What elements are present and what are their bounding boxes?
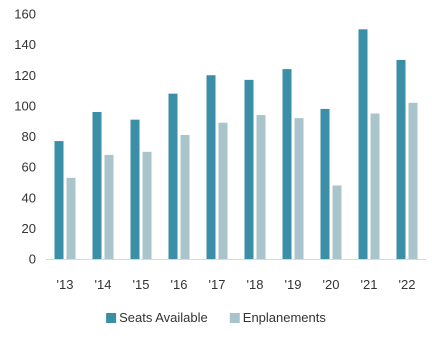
bar-seats-available: [282, 69, 292, 259]
legend-label: Seats Available: [119, 310, 208, 325]
y-tick-label: 60: [22, 160, 36, 175]
x-tick-label: '13: [57, 277, 74, 292]
bar-enplanements: [256, 115, 266, 259]
bar-seats-available: [244, 79, 254, 259]
bar-seats-available: [358, 29, 368, 259]
legend-label: Enplanements: [243, 310, 327, 325]
x-tick-label: '15: [133, 277, 150, 292]
bar-enplanements: [218, 122, 228, 259]
x-tick-label: '21: [361, 277, 378, 292]
y-tick-label: 160: [14, 7, 36, 22]
bar-enplanements: [104, 154, 114, 259]
bar-enplanements: [66, 177, 76, 259]
legend-item: Enplanements: [229, 310, 327, 325]
y-tick-label: 120: [14, 68, 36, 83]
legend-swatch: [229, 313, 240, 323]
y-tick-label: 40: [22, 190, 36, 205]
y-tick-label: 100: [14, 98, 36, 113]
legend-item: Seats Available: [106, 310, 208, 325]
x-tick-label: '20: [323, 277, 340, 292]
bar-enplanements: [180, 134, 190, 259]
y-tick-label: 20: [22, 221, 36, 236]
x-tick-label: '19: [285, 277, 302, 292]
y-tick-label: 0: [29, 252, 36, 267]
bar-seats-available: [320, 108, 330, 259]
x-axis: '13 '14 '15 '16 '17 '18 '19 '20 '21 '22: [46, 259, 426, 292]
x-tick-label: '17: [209, 277, 226, 292]
x-tick-label: '22: [399, 277, 416, 292]
y-tick-label: 80: [22, 129, 36, 144]
legend: Seats Available Enplanements: [106, 310, 326, 325]
bar-enplanements: [408, 102, 418, 259]
bars: [54, 29, 418, 259]
bar-enplanements: [370, 113, 380, 259]
bar-seats-available: [54, 141, 64, 259]
x-tick-label: '16: [171, 277, 188, 292]
x-tick-label: '14: [95, 277, 112, 292]
legend-swatch: [106, 313, 117, 323]
bar-seats-available: [130, 119, 140, 259]
bar-seats-available: [92, 112, 102, 259]
x-tick-label: '18: [247, 277, 264, 292]
bar-seats-available: [168, 93, 178, 259]
bar-enplanements: [294, 118, 304, 259]
bar-seats-available: [396, 59, 406, 259]
y-axis: 0 20 40 60 80 100 120 140 160: [14, 7, 36, 267]
bar-seats-available: [206, 75, 216, 259]
bar-enplanements: [142, 151, 152, 259]
y-tick-label: 140: [14, 37, 36, 52]
bar-enplanements: [332, 185, 342, 259]
